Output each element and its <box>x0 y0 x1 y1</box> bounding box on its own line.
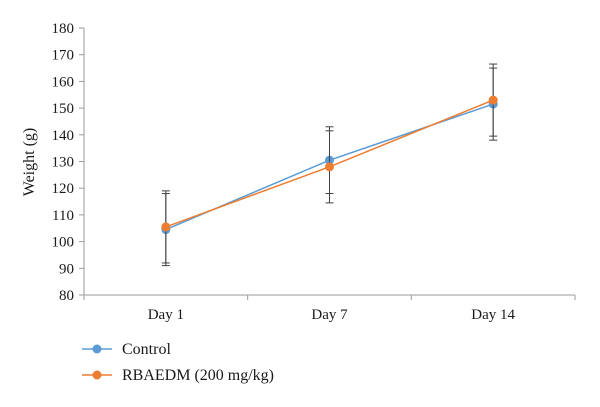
series-1 <box>161 63 498 264</box>
y-tick-label: 170 <box>52 48 75 64</box>
x-tick-label: Day 14 <box>471 307 515 323</box>
y-tick-label: 150 <box>52 101 75 117</box>
y-axis-label: Weight (g) <box>21 128 38 196</box>
legend-swatch-marker <box>92 344 102 354</box>
legend-swatch-marker <box>92 370 102 380</box>
legend-label: RBAEDM (200 mg/kg) <box>122 367 274 384</box>
y-tick-label: 140 <box>52 128 75 144</box>
x-tick-label: Day 7 <box>311 307 348 323</box>
y-tick-label: 180 <box>52 21 75 37</box>
legend: Control RBAEDM (200 mg/kg) <box>82 341 274 384</box>
y-tick-label: 160 <box>52 74 75 90</box>
data-point <box>325 162 334 172</box>
data-point <box>488 95 498 105</box>
y-tick-label: 120 <box>52 181 75 197</box>
y-tick-label: 80 <box>59 288 74 304</box>
series-layer <box>161 63 498 267</box>
axes: 80 90 100 110 120 130 140 150 160 170 180 Day 1 Day … <box>52 21 576 323</box>
y-tick-label: 110 <box>52 208 74 224</box>
y-tick-label: 130 <box>52 155 75 171</box>
x-tick-label: Day 1 <box>148 307 184 323</box>
legend-item: Control <box>82 341 171 358</box>
legend-item: RBAEDM (200 mg/kg) <box>82 367 274 384</box>
data-point <box>161 222 171 232</box>
y-tick-label: 100 <box>52 235 75 251</box>
legend-label: Control <box>122 341 171 358</box>
y-tick-label: 90 <box>59 261 74 277</box>
